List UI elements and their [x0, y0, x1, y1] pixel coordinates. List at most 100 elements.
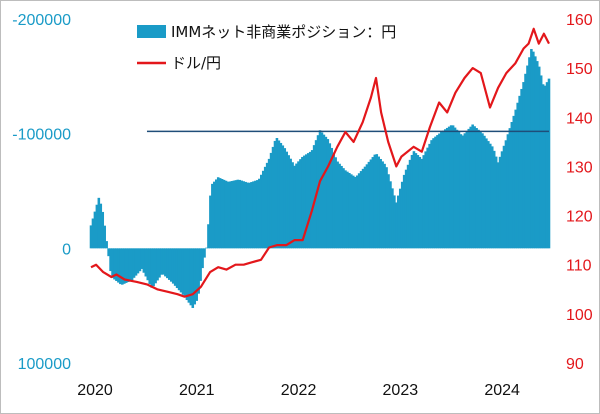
bar — [522, 82, 525, 249]
bar — [260, 174, 263, 249]
bar — [158, 248, 161, 278]
bar — [121, 248, 124, 285]
bar — [168, 248, 171, 280]
bar — [373, 154, 377, 249]
bar — [451, 125, 455, 249]
bar — [244, 181, 247, 249]
right-tick-label: 150 — [566, 61, 593, 78]
bar — [500, 151, 504, 249]
legend-label-line: ドル/円 — [171, 54, 221, 72]
bar — [254, 180, 257, 249]
bar-series — [89, 48, 551, 308]
bar — [320, 132, 324, 249]
bar — [234, 180, 238, 249]
bar — [232, 180, 236, 249]
bar — [492, 150, 496, 249]
bar — [379, 158, 382, 249]
bar — [250, 182, 253, 249]
bar — [256, 180, 259, 249]
bar — [344, 170, 347, 249]
bar — [414, 153, 418, 249]
left-axis: -200000 -100000 0 100000 — [12, 12, 71, 373]
bar — [428, 143, 431, 249]
bar — [391, 188, 394, 249]
bar — [222, 179, 226, 249]
bar — [490, 146, 494, 249]
bar — [512, 115, 516, 249]
usdjpy-line — [90, 27, 550, 298]
bar — [443, 129, 447, 249]
bar — [543, 85, 547, 249]
bar — [528, 57, 531, 249]
bar — [228, 181, 232, 249]
bar — [322, 134, 326, 249]
bar — [395, 202, 398, 249]
x-tick-label: 2022 — [281, 382, 317, 399]
bar — [520, 88, 523, 249]
bar — [115, 248, 118, 282]
bar — [265, 162, 269, 249]
bar — [357, 173, 361, 249]
bar — [353, 176, 357, 249]
bar — [351, 175, 355, 249]
bar — [156, 248, 159, 281]
bar — [496, 162, 500, 249]
bar — [483, 135, 486, 249]
bar — [387, 174, 390, 249]
bar — [397, 195, 400, 249]
bar — [510, 122, 514, 249]
bar — [406, 164, 410, 249]
bar — [205, 247, 208, 249]
bar — [279, 142, 283, 249]
bar — [113, 248, 116, 280]
x-tick-label: 2023 — [383, 382, 419, 399]
bar — [537, 66, 541, 249]
right-tick-label: 130 — [566, 159, 593, 176]
bar — [308, 151, 312, 249]
bar — [475, 128, 478, 249]
bar — [312, 145, 316, 249]
bar — [132, 248, 136, 278]
right-tick-label: 110 — [566, 258, 592, 275]
bar — [216, 177, 220, 249]
bar — [434, 136, 437, 249]
bar — [481, 133, 484, 249]
left-tick-label: 0 — [62, 241, 71, 258]
bar — [326, 139, 330, 249]
bar — [346, 171, 349, 249]
left-tick-label: -200000 — [12, 12, 71, 29]
bar — [236, 179, 240, 249]
bar — [89, 225, 93, 249]
bar — [271, 146, 275, 249]
bar — [485, 138, 488, 249]
bar — [369, 159, 373, 249]
bar — [238, 179, 242, 249]
bar — [355, 175, 359, 249]
bar — [171, 248, 175, 284]
bar — [283, 148, 287, 249]
bar — [164, 248, 167, 277]
bar — [420, 158, 424, 249]
bar — [214, 179, 218, 249]
bar — [473, 126, 476, 249]
bar — [324, 136, 328, 249]
bar — [203, 248, 206, 258]
bar — [330, 147, 334, 249]
x-axis: 2020 2021 2022 2023 2024 — [77, 382, 520, 399]
bar — [361, 168, 365, 249]
x-tick-label: 2021 — [179, 382, 215, 399]
bar — [418, 156, 422, 249]
bar — [426, 147, 429, 249]
bar — [306, 153, 310, 249]
bar — [117, 248, 120, 283]
bar — [122, 248, 126, 284]
bar — [281, 145, 285, 249]
bar — [449, 125, 453, 249]
bar — [338, 163, 341, 249]
bar — [177, 248, 181, 291]
bar — [285, 151, 289, 249]
bar — [303, 155, 306, 249]
bar — [150, 248, 153, 288]
bar — [305, 154, 308, 249]
